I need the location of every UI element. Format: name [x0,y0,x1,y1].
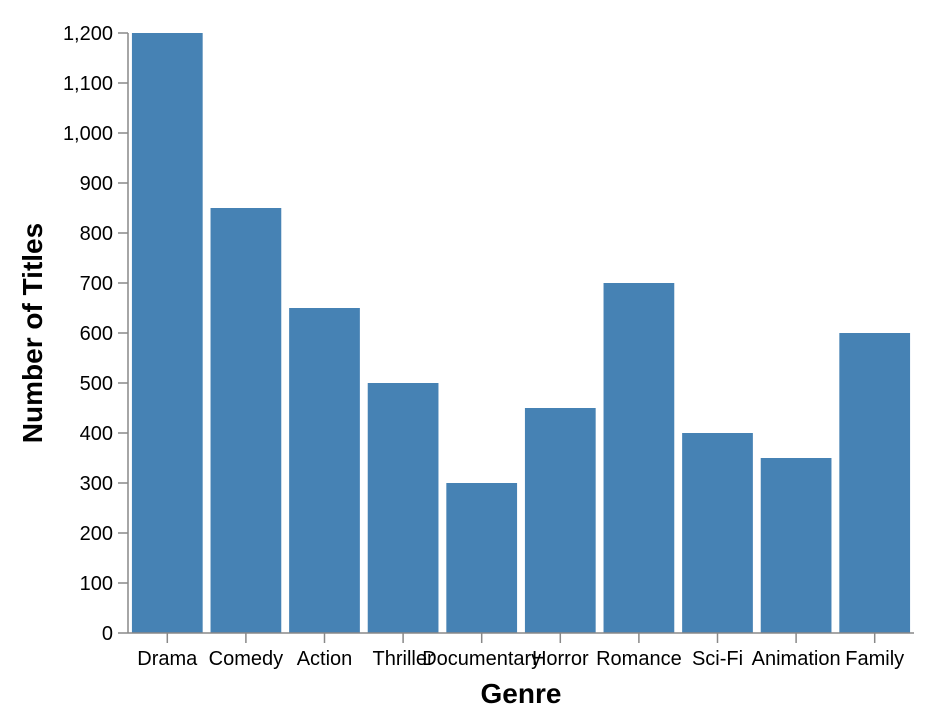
y-tick-label: 800 [80,223,113,245]
y-tick-label: 700 [80,273,113,295]
x-axis: Drama Comedy Action ThrillerDocumentaryHorr… [128,632,914,670]
y-tick-label: 1,200 [63,23,113,45]
bar-documentary [446,483,518,633]
x-tick-label: Animation [752,648,841,670]
bar-horror [524,408,596,633]
x-tick-label: Family [845,648,904,670]
y-tick-label: 1,100 [63,73,113,95]
y-tick-label: 0 [102,623,113,645]
x-axis-title: Genre [481,678,562,709]
y-tick-label: 400 [80,423,113,445]
x-tick-label: Comedy [209,648,283,670]
y-tick-label: 1,000 [63,123,113,145]
x-tick-label: Romance [596,648,682,670]
x-tick-label: Action [297,648,353,670]
bars-group [131,33,911,633]
bar-drama [131,33,203,633]
x-tick-label: Sci-Fi [692,648,743,670]
y-tick-label: 500 [80,373,113,395]
bar-animation [760,458,832,633]
x-tick-label: Horror [532,648,589,670]
x-tick-label: Thriller [373,648,434,670]
y-tick-label: 600 [80,323,113,345]
bar-sci-fi [682,433,753,633]
y-axis-title: Number of Titles [17,223,48,443]
x-tick-label: Drama [137,648,198,670]
bar-comedy [210,208,282,633]
x-tick-label: Documentary [422,648,541,670]
y-tick-label: 100 [80,573,113,595]
bar-thriller [367,383,439,633]
y-tick-label: 200 [80,523,113,545]
y-tick-label: 900 [80,173,113,195]
y-axis: 0 100 200 300 400 500 600 700 800 900 1,000 1,100 1,… [63,23,129,645]
bar-family [839,333,911,633]
bar-action [289,308,360,633]
bar-romance [603,283,675,633]
y-tick-label: 300 [80,473,113,495]
